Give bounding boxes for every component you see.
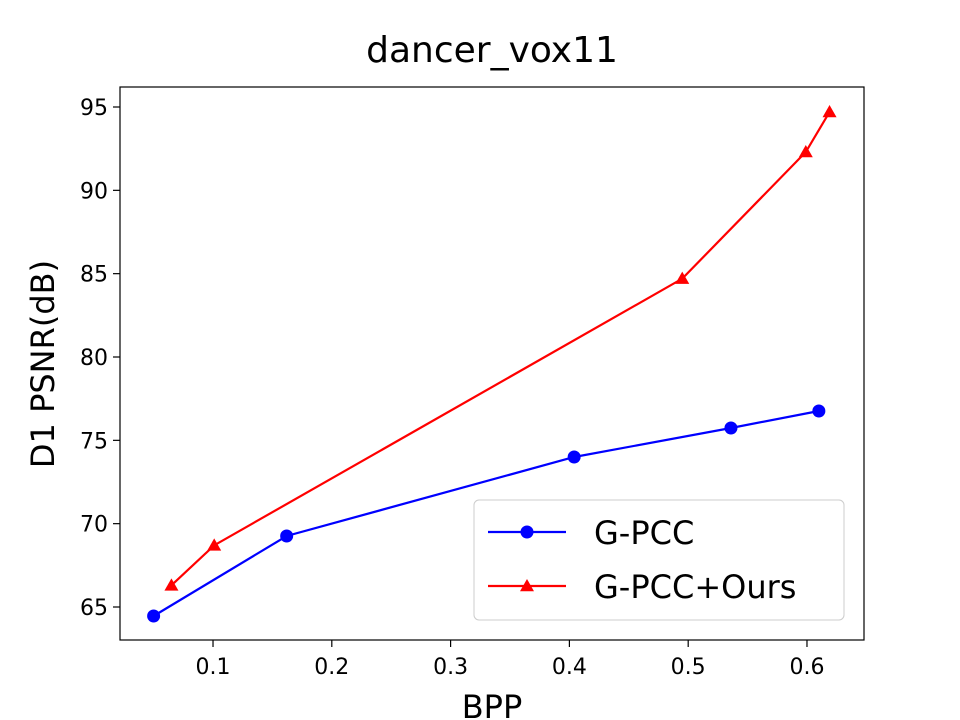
marker [567,450,581,464]
y-tick-label: 65 [80,596,108,621]
legend-label: G-PCC [594,514,694,552]
y-tick-label: 95 [80,96,108,121]
y-tick-label: 80 [80,346,108,371]
y-tick-label: 70 [80,513,108,538]
marker [280,529,294,543]
x-tick-label: 0.6 [789,655,824,680]
legend-label: G-PCC+Ours [594,568,796,606]
marker [812,404,826,418]
marker [520,525,534,539]
x-tick-label: 0.1 [196,655,231,680]
chart-title: dancer_vox11 [366,30,618,71]
marker [147,609,161,623]
marker [822,105,837,118]
x-tick-label: 0.3 [433,655,468,680]
x-tick-label: 0.2 [314,655,349,680]
y-tick-label: 90 [80,179,108,204]
y-tick-label: 85 [80,263,108,288]
y-axis-label: D1 PSNR(dB) [24,260,62,468]
plot-frame [119,86,865,641]
marker [164,578,179,591]
marker [675,271,690,284]
marker [724,421,738,435]
legend-box [473,499,845,621]
x-axis-label: BPP [462,688,523,720]
marker [207,538,222,551]
marker [798,145,813,158]
legend: G-PCC G-PCC+Ours [473,499,845,621]
y-tick-label: 75 [80,429,108,454]
x-tick-label: 0.5 [671,655,706,680]
x-tick-label: 0.4 [552,655,587,680]
marker [520,579,534,592]
